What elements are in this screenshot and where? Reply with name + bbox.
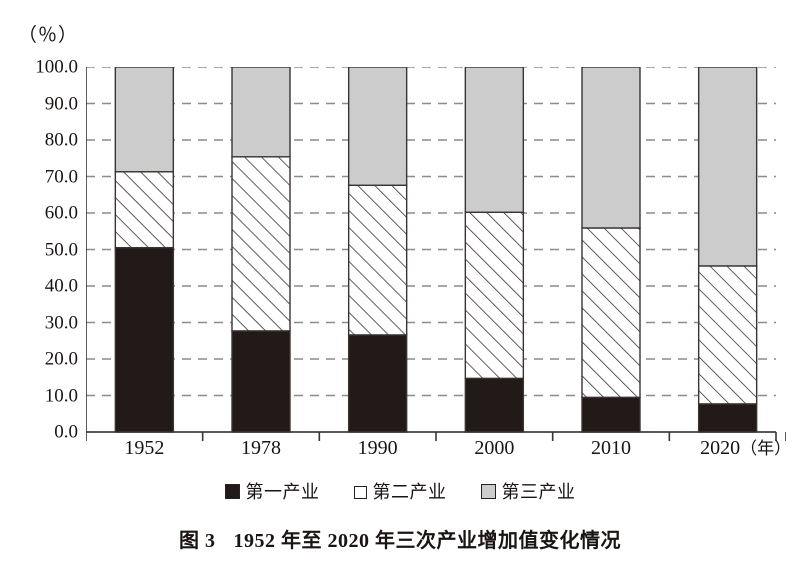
bar-segment — [464, 67, 525, 213]
legend-item: 第三产业 — [480, 478, 576, 504]
black-square-icon — [224, 484, 240, 499]
x-axis-tick-labels: 1952 1978 1990 2000 2010 2020（年） — [86, 437, 791, 466]
bar-segment — [697, 265, 758, 405]
bar-segment — [464, 211, 525, 380]
bar-segment — [581, 67, 641, 229]
bar-segment — [114, 67, 175, 173]
bar-segment — [697, 403, 758, 433]
x-axis-tick-label: 1990 — [357, 437, 398, 459]
bar-segment — [464, 377, 525, 433]
x-axis-unit-label: （年） — [740, 439, 792, 458]
bar-segment — [581, 227, 641, 399]
figure-caption: 图 3 1952 年至 2020 年三次产业增加值变化情况 — [0, 524, 800, 553]
bar-segment — [347, 334, 408, 433]
bar-segment — [231, 67, 291, 158]
y-axis-tick-label: 20.0 — [44, 348, 78, 370]
y-axis-tick-label: 100.0 — [35, 56, 78, 78]
legend-item-label: 第三产业 — [501, 482, 576, 502]
y-axis-tick-label: 10.0 — [44, 385, 78, 406]
x-axis-tick-label: 1978 — [241, 437, 281, 459]
y-axis-tick-label: 30.0 — [44, 312, 78, 333]
y-axis-tick-label: 90.0 — [44, 93, 78, 114]
axis-lines — [86, 67, 786, 441]
x-axis-tick-label: 2000 — [474, 437, 515, 459]
bar-segment — [697, 67, 758, 267]
bar-segment — [114, 246, 175, 433]
chart-legend: 第一产业 第二产业 第三产业 — [0, 478, 800, 504]
bar-segment — [231, 330, 291, 433]
y-axis-tick-label: 60.0 — [44, 202, 78, 224]
plot-area — [86, 67, 786, 441]
caption-prefix: 图 3 — [179, 530, 216, 552]
stacked-bar-chart-svg — [86, 67, 786, 441]
bar-segment — [231, 156, 291, 332]
y-axis-tick-label: 0.0 — [54, 421, 78, 443]
gridlines — [86, 67, 776, 433]
bar-group — [114, 67, 758, 433]
y-axis-unit-label: （％） — [18, 25, 79, 46]
y-axis-tick-label: 70.0 — [44, 166, 78, 187]
y-axis-tick-label: 40.0 — [44, 275, 78, 297]
x-axis-tick-value: 2020 — [700, 437, 741, 459]
bar-segment — [114, 171, 175, 249]
gray-square-icon — [480, 484, 496, 499]
bar-segment — [347, 67, 408, 186]
bar-segment — [581, 396, 641, 433]
x-axis-tick-label: 2020（年） — [700, 438, 791, 458]
legend-item: 第二产业 — [353, 478, 447, 504]
y-axis-tick-label: 80.0 — [44, 129, 78, 151]
legend-item-label: 第二产业 — [372, 482, 447, 502]
legend-item: 第一产业 — [224, 478, 320, 504]
bar-segment — [347, 184, 408, 336]
x-axis-tick-label: 2010 — [591, 437, 631, 459]
y-axis-tick-labels: 0.0 10.0 20.0 30.0 40.0 50.0 60.0 70.0 80.0 90.0 1… — [0, 58, 78, 442]
hollow-square-icon — [353, 486, 367, 499]
caption-title: 1952 年至 2020 年三次产业增加值变化情况 — [233, 530, 621, 552]
x-axis-tick-label: 1952 — [124, 437, 165, 459]
y-axis-tick-label: 50.0 — [44, 239, 78, 260]
legend-item-label: 第一产业 — [245, 482, 320, 502]
